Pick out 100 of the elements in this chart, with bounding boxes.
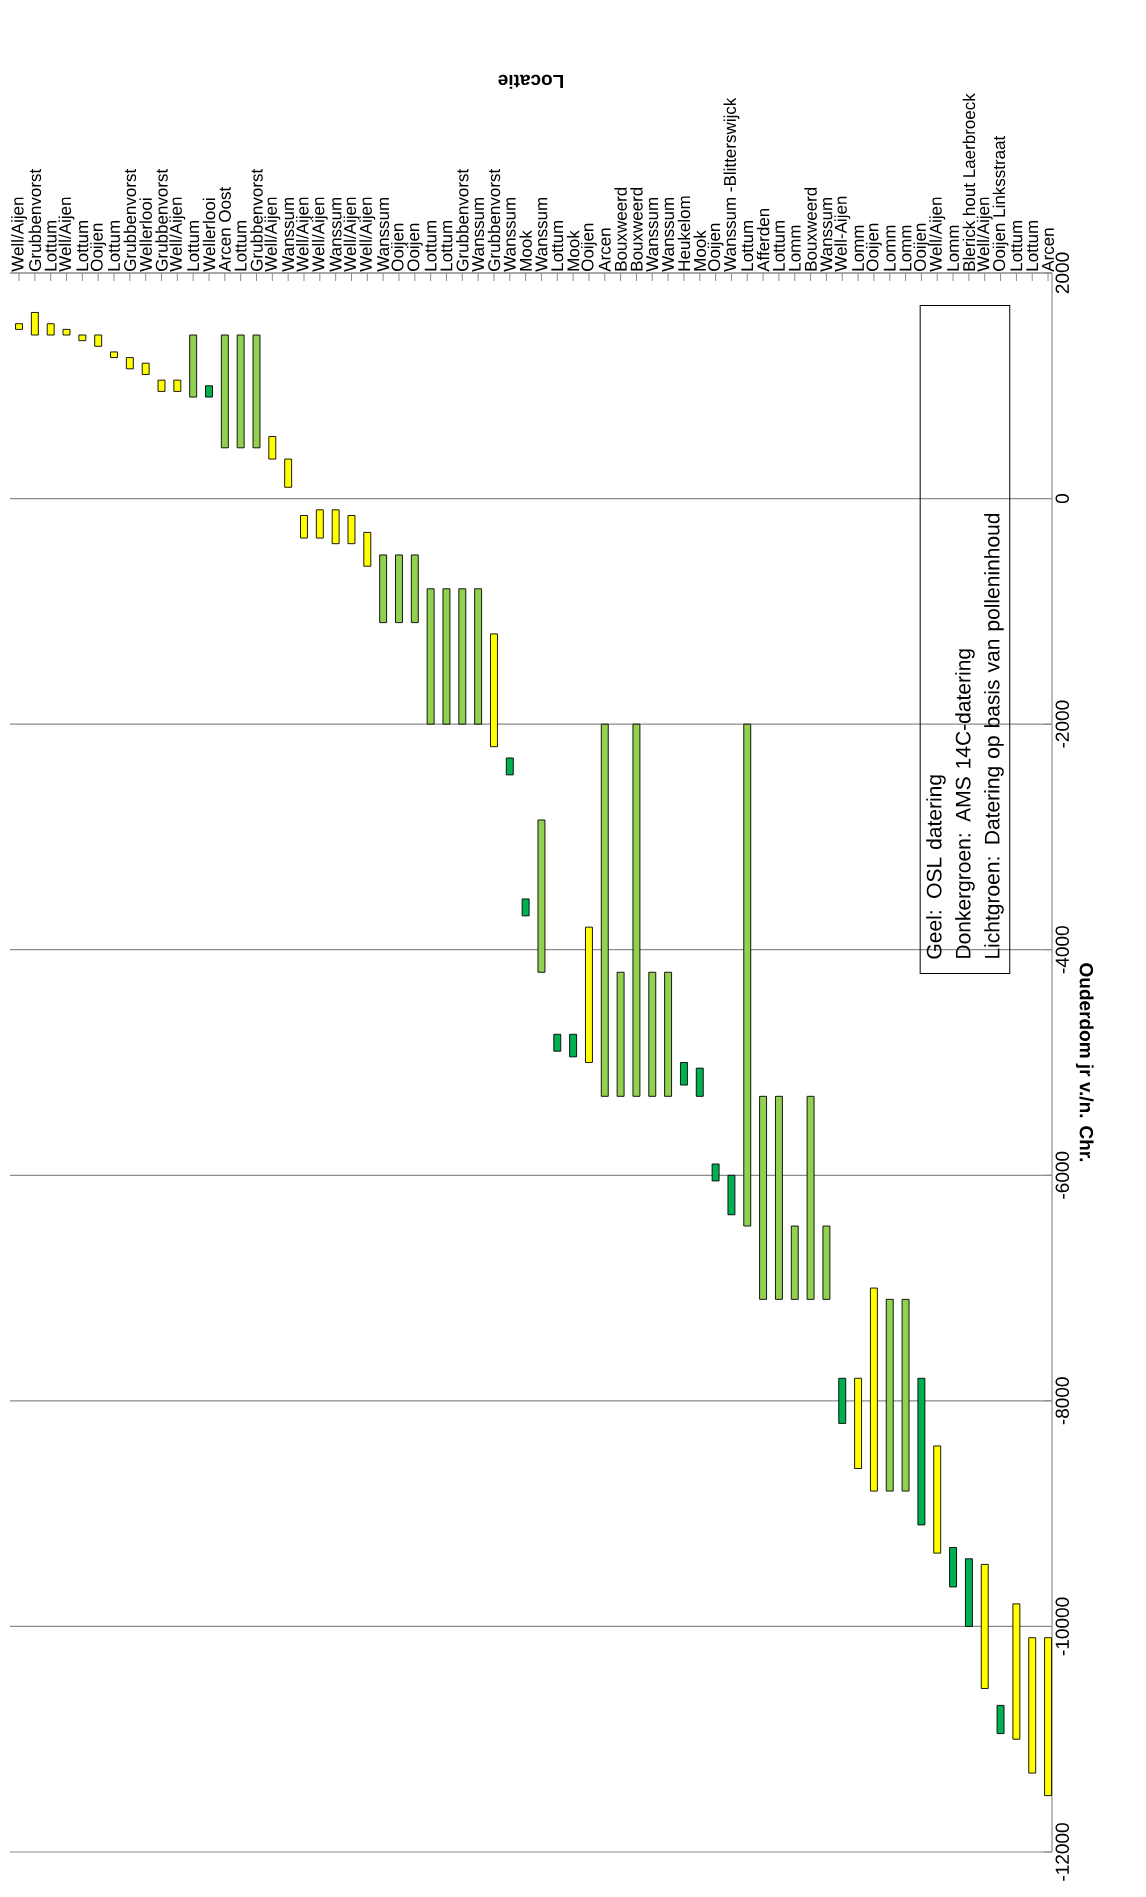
y-tick-label: 2000 (1055, 252, 1069, 294)
bar (901, 1298, 910, 1492)
bar (331, 509, 340, 545)
x-tick-label: Mook (519, 230, 532, 271)
x-tick-label: Bouxweerd (804, 187, 817, 271)
x-tick-label: Ooijen (865, 223, 882, 271)
bar (949, 1547, 957, 1588)
x-tick-label: Well/Aijen (296, 197, 312, 272)
bar (1044, 1637, 1052, 1797)
bar (980, 1563, 989, 1689)
x-tick-label: Wanssum -Blitterswijck (723, 97, 740, 272)
bar (996, 1704, 1005, 1735)
bar (537, 819, 546, 973)
bar (680, 1062, 688, 1086)
x-tick-label: Ooijen (406, 223, 423, 271)
bar (1028, 1637, 1037, 1774)
y-tick-label: -2000 (1055, 700, 1069, 748)
bar (62, 328, 71, 336)
bar (885, 1298, 894, 1492)
x-tick-label: Well/Aijen (311, 197, 328, 272)
x-tick-label: Well/Aijen (58, 197, 75, 272)
bar (854, 1377, 863, 1469)
bar (347, 515, 356, 545)
bar (600, 723, 609, 1097)
x-tick-label: Mook (566, 230, 580, 271)
bar (569, 1033, 578, 1058)
bar (727, 1174, 736, 1216)
bar (759, 1095, 768, 1300)
x-tick-label: Bouxweerd (614, 187, 627, 271)
x-tick-label: Grubbenvorst (123, 168, 137, 271)
x-tick-label: Lottum (1026, 220, 1039, 271)
x-tick-label: Wanssum (329, 197, 342, 272)
bar (585, 926, 593, 1063)
x-tick-label: Lomm (899, 225, 912, 271)
y-tick-label: -6000 (1055, 1151, 1069, 1199)
x-tick-label: Lottum (1010, 220, 1023, 271)
x-tick-label: Well/Aijen (169, 197, 186, 272)
bar (648, 971, 657, 1097)
x-tick-label: Lomm (947, 225, 959, 271)
bar (521, 898, 530, 917)
bar (695, 1067, 704, 1097)
bar (474, 588, 483, 725)
y-tick-label: 0 (1055, 494, 1069, 504)
bar (252, 334, 261, 449)
x-tick-label: Ooijen Linksstraat (992, 135, 1009, 271)
x-tick-label: Wanssum (503, 197, 516, 272)
x-tick-label: Well/Aijen (976, 197, 993, 272)
x-tick-label: Grubbenvorst (487, 168, 501, 271)
bar (395, 554, 403, 624)
x-tick-label: Well/Aijen (359, 197, 376, 272)
bar (426, 588, 435, 725)
bar (141, 362, 150, 375)
x-tick-label: Blerick hout Laerbroeck (962, 93, 976, 271)
x-tick-label: Well/Aijen (264, 197, 281, 272)
bar (505, 757, 514, 776)
bar (315, 509, 324, 539)
x-tick-label: Lottum (551, 220, 564, 271)
bar (205, 385, 213, 398)
bar (933, 1445, 942, 1554)
y-tick-label: -12000 (1055, 1823, 1069, 1881)
bar (46, 323, 55, 336)
x-tick-label: Lottum (234, 220, 247, 271)
x-tick-label: Ooijen (90, 223, 107, 271)
bar (157, 379, 166, 392)
x-tick-label: Grubbenvorst (250, 168, 263, 271)
bar (490, 633, 498, 748)
bar (1012, 1603, 1021, 1740)
y-tick-label: -8000 (1055, 1377, 1069, 1425)
y-axis-title: Ouderdom jr v./n. Chr. (1075, 963, 1094, 1162)
bar (616, 971, 625, 1097)
bar (822, 1225, 831, 1300)
x-tick-label: Ooijen (391, 223, 407, 271)
x-tick-label: Lomm (788, 225, 801, 271)
bar (110, 351, 118, 359)
x-tick-label: Grubbenvorst (155, 168, 168, 271)
x-tick-label: Wellerlooi (139, 198, 152, 272)
x-tick-label: Lottum (440, 220, 453, 271)
x-tick-label: Mook (693, 230, 707, 271)
bar (236, 334, 245, 449)
x-tick-label: Bouxweerd (630, 187, 643, 271)
x-tick-label: Lomm (852, 225, 865, 271)
x-tick-label: Afferden (756, 208, 770, 272)
bar (806, 1095, 815, 1300)
x-tick-label: Well-Aijen (834, 196, 851, 272)
x-tick-label: Well/Aijen (929, 197, 946, 272)
bar (442, 588, 451, 725)
bar (632, 723, 641, 1097)
bar (458, 588, 467, 725)
y-tick-label: -10000 (1055, 1597, 1069, 1656)
x-tick-label: Lomm (883, 225, 896, 271)
bar (220, 334, 229, 449)
bar (173, 379, 182, 392)
x-tick-label: Lottum (187, 220, 200, 271)
x-tick-label: Lottum (44, 220, 57, 271)
x-tick-label: Lottum (772, 220, 785, 271)
bar (410, 554, 419, 624)
annotation: Lichtgroen: Datering op basis van polleninhoud (984, 513, 1004, 958)
x-tick-label: Ooijen (581, 223, 597, 271)
x-tick-label: Wanssum (820, 197, 833, 272)
x-tick-label: Wanssum (282, 197, 295, 272)
